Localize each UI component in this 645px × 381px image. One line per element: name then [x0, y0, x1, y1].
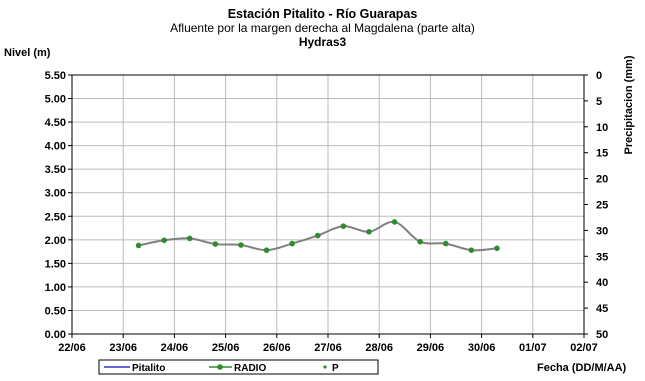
data-point-radio	[238, 242, 244, 248]
y2-tick-label: 45	[596, 303, 608, 315]
x-tick-label: 27/06	[314, 342, 342, 354]
y-axis-label: Nivel (m)	[4, 47, 51, 59]
y2-tick-label: 40	[596, 277, 608, 289]
y-tick-label: 1.00	[45, 282, 66, 294]
y-tick-label: 1.50	[45, 258, 66, 270]
legend-label-pitalito: Pitalito	[132, 363, 165, 374]
data-point-radio	[417, 238, 423, 245]
legend-label-radio: RADIO	[234, 363, 266, 374]
y-tick-label: 2.50	[45, 211, 66, 223]
y2-tick-label: 35	[596, 251, 608, 263]
data-point-radio	[186, 235, 193, 242]
data-point-radio	[314, 232, 321, 239]
data-point-radio	[161, 237, 167, 244]
y-tick-label: 5.00	[45, 94, 66, 106]
y-tick-label: 0.00	[45, 329, 66, 341]
x-tick-label: 30/06	[468, 342, 496, 354]
y2-tick-label: 5	[596, 96, 602, 108]
x-axis-label: Fecha (DD/M/AA)	[537, 362, 627, 374]
legend-swatch-radio-marker	[217, 364, 223, 370]
x-tick-label: 24/06	[161, 342, 189, 354]
x-tick-label: 23/06	[109, 342, 137, 354]
chart-subtitle: Afluente por la margen derecha al Magdal…	[170, 21, 475, 35]
x-tick-label: 29/06	[417, 342, 445, 354]
data-point-radio	[442, 240, 449, 247]
legend-label-p: P	[332, 363, 339, 374]
data-point-radio	[366, 229, 372, 235]
y-tick-label: 4.50	[45, 117, 66, 129]
plot-frame	[71, 74, 585, 335]
data-point-radio	[391, 219, 398, 225]
chart-subtitle-secondary: Hydras3	[298, 35, 347, 49]
y2-tick-label: 20	[596, 174, 608, 186]
legend-swatch-p	[323, 365, 327, 369]
y2-tick-label: 10	[596, 122, 608, 134]
data-point-radio	[212, 241, 219, 247]
y-tick-label: 4.00	[45, 141, 66, 153]
x-tick-label: 01/07	[519, 342, 547, 354]
chart-title: Estación Pitalito - Río Guarapas	[227, 7, 418, 21]
data-point-radio	[135, 242, 142, 249]
data-point-radio	[468, 247, 475, 253]
y-tick-label: 2.00	[45, 235, 66, 247]
y-tick-label: 5.50	[45, 70, 66, 82]
y2-tick-label: 50	[596, 329, 608, 341]
x-tick-label: 02/07	[570, 342, 598, 354]
y-tick-label: 3.50	[45, 164, 66, 176]
y2-tick-label: 30	[596, 225, 608, 237]
data-point-radio	[494, 245, 500, 252]
x-tick-label: 26/06	[263, 342, 291, 354]
y-tick-label: 3.00	[45, 188, 66, 200]
data-point-radio	[263, 247, 270, 253]
y2-tick-label: 25	[596, 200, 608, 212]
y2-tick-label: 15	[596, 148, 608, 160]
x-tick-label: 25/06	[212, 342, 240, 354]
y-tick-label: 0.50	[45, 305, 66, 317]
data-point-radio	[289, 240, 295, 247]
x-tick-label: 22/06	[58, 342, 86, 354]
legend-box	[98, 359, 379, 375]
x-tick-label: 28/06	[365, 342, 393, 354]
data-point-radio	[340, 223, 347, 229]
y2-tick-label: 0	[596, 70, 602, 82]
